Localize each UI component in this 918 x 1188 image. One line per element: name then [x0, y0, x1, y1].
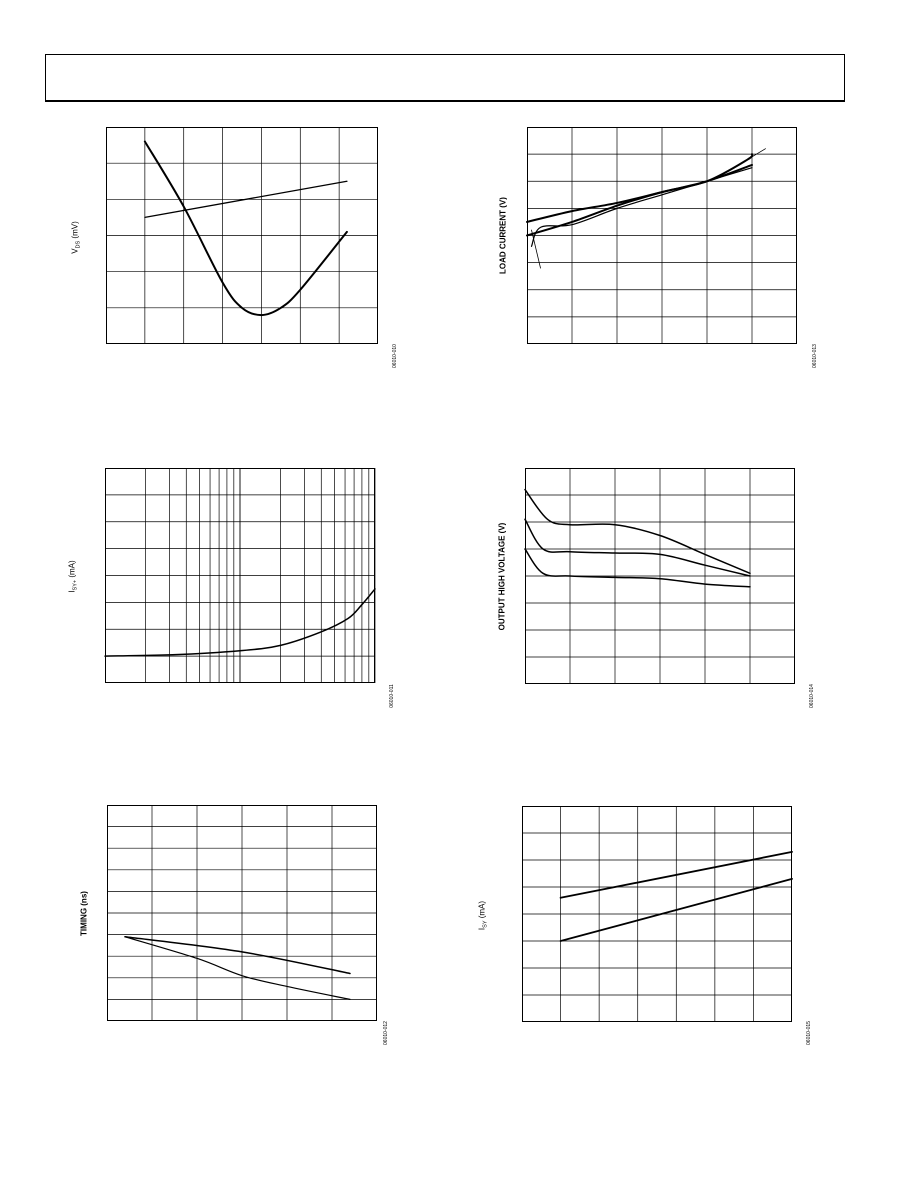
plot-frame [106, 127, 378, 344]
series-line-1 [124, 936, 351, 975]
series-line-2 [524, 518, 751, 577]
chart-svg [107, 805, 377, 1021]
series-line-1 [524, 488, 751, 575]
ylabel-output-high-voltage: OUTPUT HIGH VOLTAGE (V) [497, 522, 507, 631]
series-line-2 [526, 153, 754, 237]
plot-frame [522, 806, 792, 1022]
figure-id-010: 06010-010 [392, 344, 398, 368]
series-line-5 [747, 148, 766, 160]
series-line-3 [530, 167, 753, 247]
plot-frame [107, 805, 377, 1021]
figure-id-012: 06010-012 [383, 1021, 389, 1045]
series-line-2 [559, 878, 793, 942]
ylabel-load-current: LOAD CURRENT (V) [498, 197, 508, 274]
figure-id-011: 06010-011 [389, 684, 395, 708]
ylabel-isy-plus: ISY+ (mA) [67, 560, 79, 593]
series-line-2 [124, 936, 351, 1000]
chart-isy-plus [104, 468, 376, 683]
series-line-3 [524, 548, 751, 588]
chart-isy [522, 806, 793, 1022]
chart-vds [106, 127, 378, 344]
figure-id-014: 06010-014 [809, 684, 815, 708]
chart-svg [104, 468, 376, 683]
plot-frame [105, 468, 375, 683]
series-line-4 [531, 229, 541, 269]
chart-svg [106, 127, 378, 344]
series-line-1 [526, 163, 753, 223]
series-line-1 [104, 588, 376, 657]
ylabel-timing: TIMING (ns) [79, 891, 89, 936]
figure-id-013: 06010-013 [812, 344, 818, 368]
chart-output-high-voltage [524, 468, 795, 684]
chart-load-current [526, 127, 797, 344]
series-line-2 [144, 180, 348, 219]
figure-id-015: 06010-015 [806, 1021, 812, 1045]
series-line-1 [559, 851, 793, 899]
ylabel-isy: ISY (mA) [477, 900, 489, 931]
ylabel-vds: VDS (mV) [70, 221, 82, 254]
header-box [45, 54, 845, 102]
chart-svg [524, 468, 795, 684]
series-line-1 [143, 140, 348, 317]
chart-svg [522, 806, 793, 1022]
chart-timing [107, 805, 377, 1021]
plot-frame [525, 468, 795, 684]
chart-svg [526, 127, 797, 344]
